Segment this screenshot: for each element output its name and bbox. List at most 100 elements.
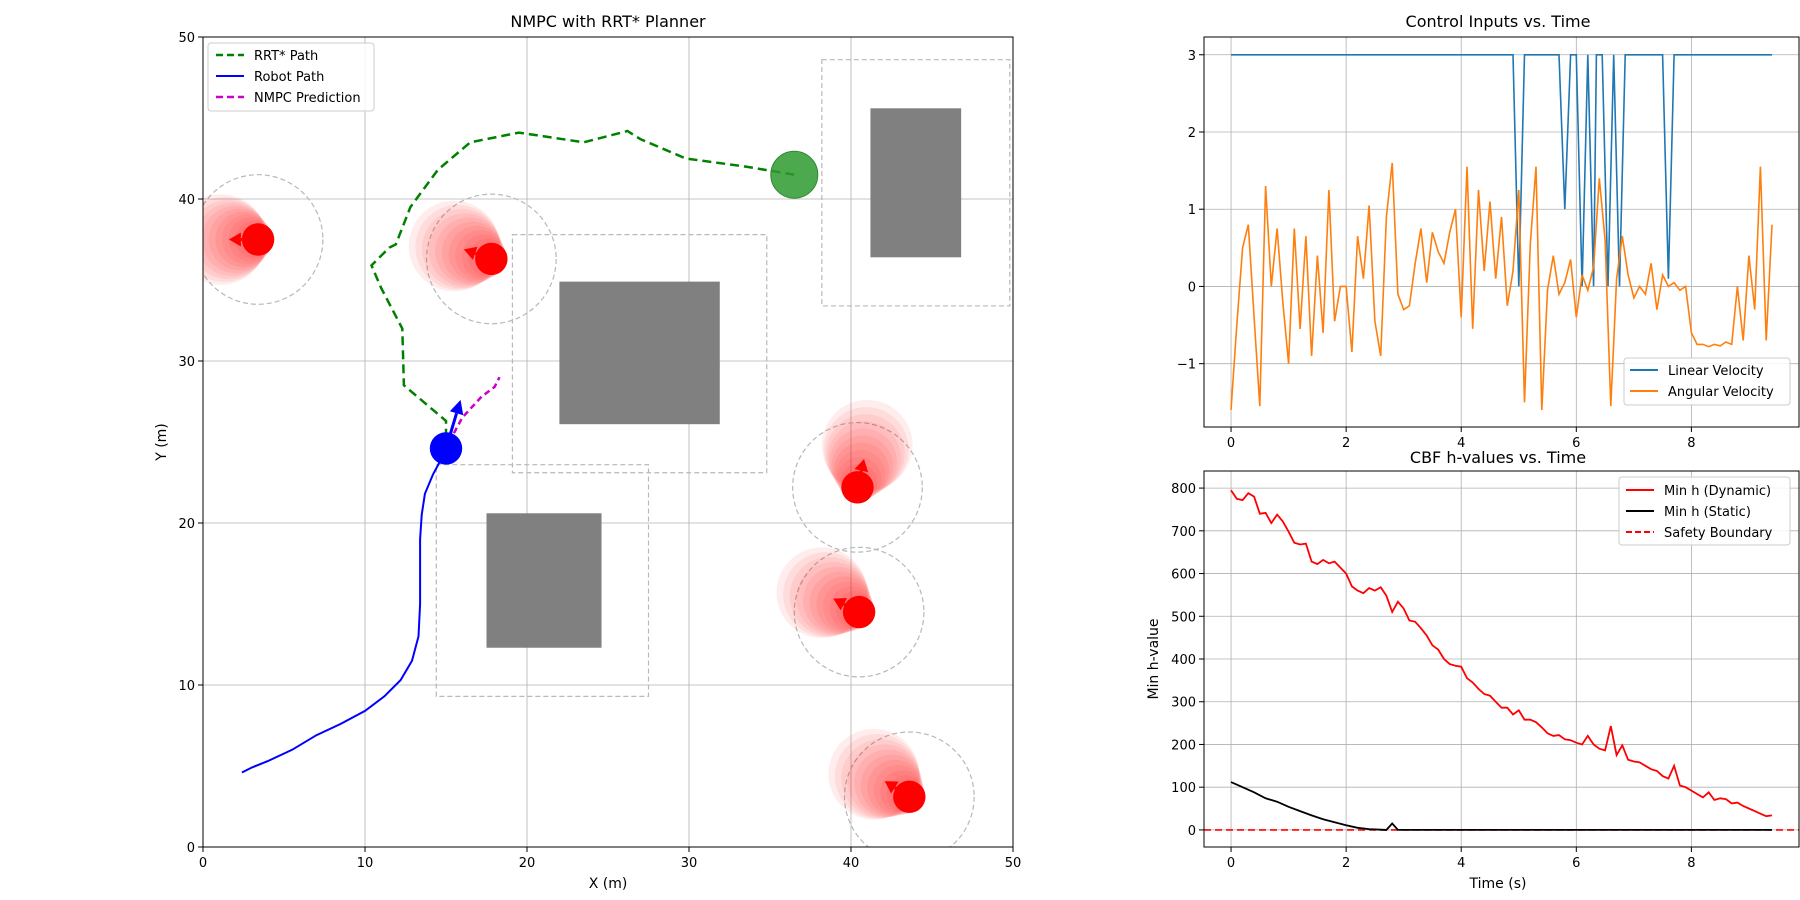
dynamic-safety-circle <box>425 193 557 325</box>
map-xtick-label: 50 <box>1005 856 1022 871</box>
robot-arrow-shaft <box>444 412 458 449</box>
cbf-ytick-label: 700 <box>1171 525 1196 540</box>
dynamic-obstacles <box>203 174 975 847</box>
control-panel: 0 2 4 6 8 −1 0 1 2 3 Control Inputs vs. Time Line… <box>1177 12 1800 451</box>
cbf-ylabel: Min h-value <box>1146 618 1162 699</box>
legend-prediction-label: NMPC Prediction <box>254 91 361 106</box>
cbf-legend: Min h (Dynamic) Min h (Static) Safety Bo… <box>1618 476 1791 546</box>
map-ytick-label: 0 <box>187 841 195 856</box>
dynamic-heading-arrow-head <box>854 458 869 473</box>
map-ytick-label: 10 <box>178 679 195 694</box>
dynamic-prediction-blob <box>821 399 913 491</box>
dynamic-heading-arrow-shaft <box>894 786 911 799</box>
legend-rrt-label: RRT* Path <box>254 49 318 64</box>
cbf-title: CBF h-values vs. Time <box>1410 448 1586 467</box>
dynamic-prediction-blob <box>408 200 500 292</box>
control-ytick-label: −1 <box>1177 358 1196 373</box>
map-xtick-label: 10 <box>357 856 374 871</box>
map-legend: RRT* Path Robot Path NMPC Prediction <box>207 42 375 112</box>
control-ytick-label: 3 <box>1188 49 1196 64</box>
cbf-ytick-label: 200 <box>1171 738 1196 753</box>
control-legend-box <box>1623 357 1791 406</box>
dynamic-safety-circle <box>203 174 324 305</box>
legend-dynamic-label: Min h (Dynamic) <box>1664 484 1771 499</box>
map-xtick-label: 20 <box>519 856 536 871</box>
control-frame <box>1203 36 1800 428</box>
map-xlabel: X (m) <box>589 876 628 892</box>
map-ylabel: Y (m) <box>154 423 170 462</box>
legend-static-label: Min h (Static) <box>1664 505 1751 520</box>
cbf-ytick-label: 600 <box>1171 568 1196 583</box>
dynamic-heading-arrow-head <box>228 232 241 247</box>
map-ytick-label: 50 <box>178 31 195 46</box>
dynamic-heading-arrow-head <box>833 597 848 611</box>
map-title: NMPC with RRT* Planner <box>510 12 706 31</box>
control-xtick-label: 2 <box>1342 436 1350 451</box>
control-xtick-label: 8 <box>1687 436 1695 451</box>
static-obstacle <box>486 513 602 648</box>
map-legend-box <box>207 42 375 112</box>
control-title: Control Inputs vs. Time <box>1406 12 1591 31</box>
robot-heading-arrow <box>444 399 464 449</box>
control-ytick-label: 0 <box>1188 280 1196 295</box>
legend-linear-label: Linear Velocity <box>1668 364 1764 379</box>
dynamic-prediction-blob <box>823 407 909 492</box>
cbf-xtick-label: 0 <box>1227 856 1235 871</box>
safety-boxes <box>435 59 1011 697</box>
control-xtick-label: 0 <box>1227 436 1235 451</box>
dynamic-heading-arrow-shaft <box>474 251 492 261</box>
map-ytick-label: 40 <box>178 193 195 208</box>
map-xtick-label: 0 <box>199 856 207 871</box>
cbf-ticks: 0 2 4 6 8 0 100 200 300 400 500 600 700 800 <box>1171 482 1695 871</box>
cbf-ytick-label: 100 <box>1171 781 1196 796</box>
robot-path-line <box>241 449 447 774</box>
safety-box <box>821 59 1011 307</box>
map-ticks: 0 10 20 30 40 50 0 10 20 30 40 50 <box>178 31 1021 871</box>
cbf-xtick-label: 2 <box>1342 856 1350 871</box>
legend-angular-label: Angular Velocity <box>1668 385 1774 400</box>
cbf-legend-box <box>1618 476 1791 546</box>
cbf-ytick-label: 500 <box>1171 610 1196 625</box>
cbf-ytick-label: 800 <box>1171 482 1196 497</box>
dynamic-prediction-blob <box>825 414 905 494</box>
cbf-xtick-label: 8 <box>1687 856 1695 871</box>
static-obstacles <box>486 108 962 648</box>
angular-velocity-line <box>1230 162 1773 411</box>
dynamic-safety-circle <box>843 731 975 847</box>
robot-arrow-head <box>449 399 464 416</box>
control-ticks: 0 2 4 6 8 −1 0 1 2 3 <box>1177 49 1696 451</box>
safety-box <box>435 464 650 697</box>
control-ytick-label: 2 <box>1188 126 1196 141</box>
linear-velocity-line <box>1231 53 1772 287</box>
dynamic-heading-arrow-head <box>884 781 899 794</box>
dynamic-safety-circle <box>793 546 925 678</box>
cbf-xtick-label: 6 <box>1572 856 1580 871</box>
cbf-xtick-label: 4 <box>1457 856 1465 871</box>
map-panel: 0 10 20 30 40 50 0 10 20 30 40 50 NMPC with RRT* Pl… <box>154 12 1021 892</box>
static-obstacle <box>870 108 962 258</box>
cbf-xlabel: Time (s) <box>1469 876 1527 892</box>
legend-boundary-label: Safety Boundary <box>1664 526 1773 541</box>
min-h-dynamic-line <box>1230 489 1773 818</box>
map-xtick-label: 30 <box>681 856 698 871</box>
cbf-panel: 0 2 4 6 8 0 100 200 300 400 500 600 700 800 CBF h-val… <box>1146 448 1800 892</box>
control-xtick-label: 4 <box>1457 436 1465 451</box>
safety-box <box>511 234 768 474</box>
rrt-path-line <box>370 129 795 451</box>
control-ytick-label: 1 <box>1188 203 1196 218</box>
map-ytick-label: 20 <box>178 517 195 532</box>
cbf-ytick-label: 400 <box>1171 653 1196 668</box>
dynamic-heading-arrow-head <box>463 246 478 260</box>
map-xtick-label: 40 <box>843 856 860 871</box>
control-legend: Linear Velocity Angular Velocity <box>1623 357 1791 406</box>
min-h-static-line <box>1230 781 1772 831</box>
static-obstacle <box>559 281 720 425</box>
control-xtick-label: 6 <box>1572 436 1580 451</box>
dynamic-heading-arrow-shaft <box>843 602 860 614</box>
cbf-ytick-label: 0 <box>1188 824 1196 839</box>
dynamic-safety-circle <box>792 421 923 553</box>
map-frame <box>202 36 1014 848</box>
goal-marker <box>770 150 819 199</box>
cbf-ytick-label: 300 <box>1171 696 1196 711</box>
